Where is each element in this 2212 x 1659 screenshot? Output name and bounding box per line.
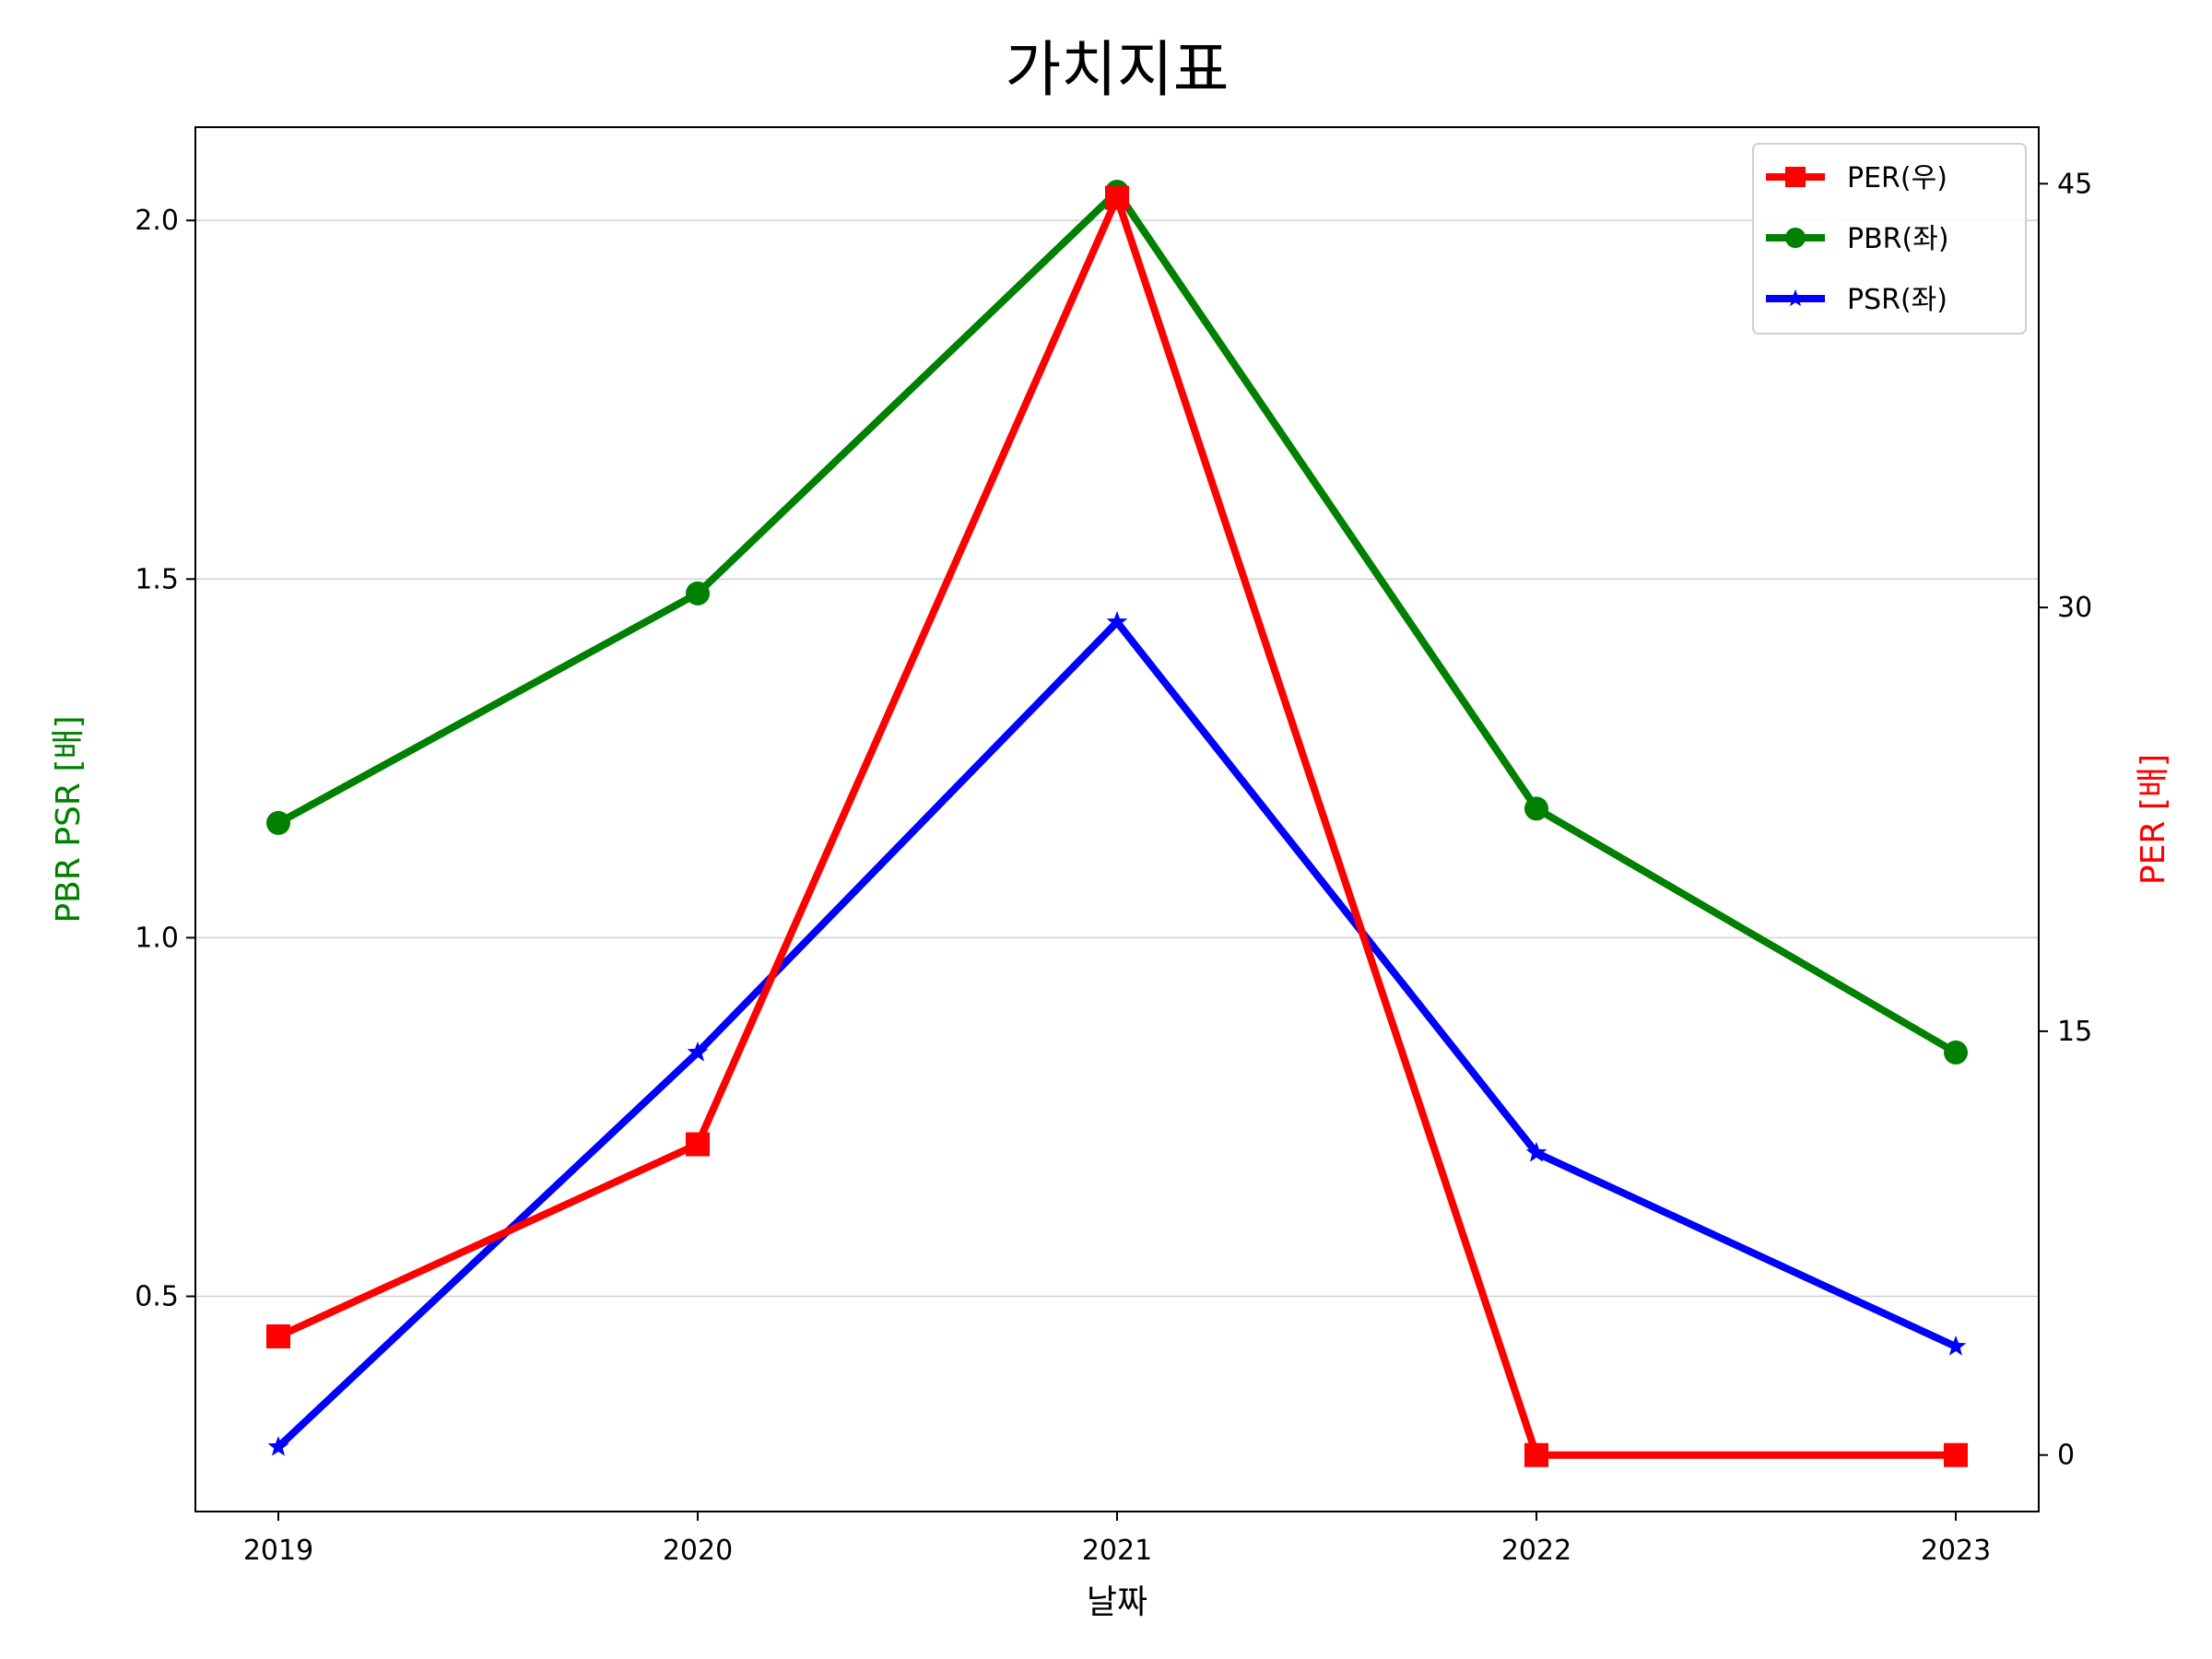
data-point-circle (1944, 1040, 1968, 1065)
right-tick-label: 45 (2057, 168, 2092, 200)
legend-item: PSR(좌) (1766, 284, 1947, 316)
series-PSR(좌) (267, 610, 1967, 1456)
data-point-square (1944, 1442, 1968, 1467)
data-point-star (1786, 288, 1805, 307)
left-tick-label: 0.5 (135, 1281, 179, 1313)
right-tick-label: 30 (2057, 592, 2092, 624)
left-tick-label: 1.5 (135, 563, 179, 595)
left-axis-title: PBR PSR [배] (50, 715, 88, 923)
x-axis-title: 날짜 (1087, 1583, 1147, 1621)
data-point-circle (686, 581, 710, 606)
data-point-square (1105, 185, 1129, 210)
data-point-star (1106, 610, 1128, 631)
x-tick-label: 2023 (1921, 1535, 1991, 1567)
data-point-square (1784, 166, 1806, 188)
right-tick-label: 15 (2057, 1016, 2092, 1048)
data-point-circle (1784, 227, 1806, 249)
axis-layer: 0.5 1.0 1.5 2.0 0 15 30 45 2019 2020 2021 2022 2023 (135, 168, 2092, 1567)
left-tick-label: 2.0 (135, 205, 179, 237)
x-tick-label: 2019 (243, 1535, 313, 1567)
data-point-star (1945, 1335, 1967, 1356)
data-point-circle (266, 810, 290, 835)
legend-item: PER(우) (1766, 162, 1947, 194)
grid-layer (195, 219, 2039, 1298)
legend-item: PBR(좌) (1766, 223, 1949, 255)
series-PER(우) (266, 185, 1968, 1467)
legend: PER(우) PBR(좌) PSR(좌) (1752, 143, 2027, 335)
right-axis-title: PER [배] (2135, 754, 2172, 885)
data-point-square (266, 1324, 290, 1348)
data-point-star (267, 1435, 289, 1456)
x-tick-label: 2020 (663, 1535, 733, 1567)
series-layer (266, 180, 1968, 1467)
right-tick-label: 0 (2057, 1440, 2075, 1472)
legend-label: PSR(좌) (1847, 284, 1947, 316)
legend-label: PBR(좌) (1847, 223, 1949, 255)
data-point-star (1525, 1141, 1547, 1162)
chart-title: 가치지표 (1006, 34, 1230, 105)
legend-box (1752, 143, 2027, 335)
x-tick-label: 2021 (1082, 1535, 1152, 1567)
x-tick-label: 2022 (1501, 1535, 1571, 1567)
data-point-square (1524, 1442, 1548, 1467)
data-point-circle (1524, 796, 1548, 821)
left-tick-label: 1.0 (135, 922, 179, 954)
data-point-square (686, 1132, 710, 1157)
data-point-star (687, 1041, 709, 1062)
legend-label: PER(우) (1847, 162, 1947, 194)
